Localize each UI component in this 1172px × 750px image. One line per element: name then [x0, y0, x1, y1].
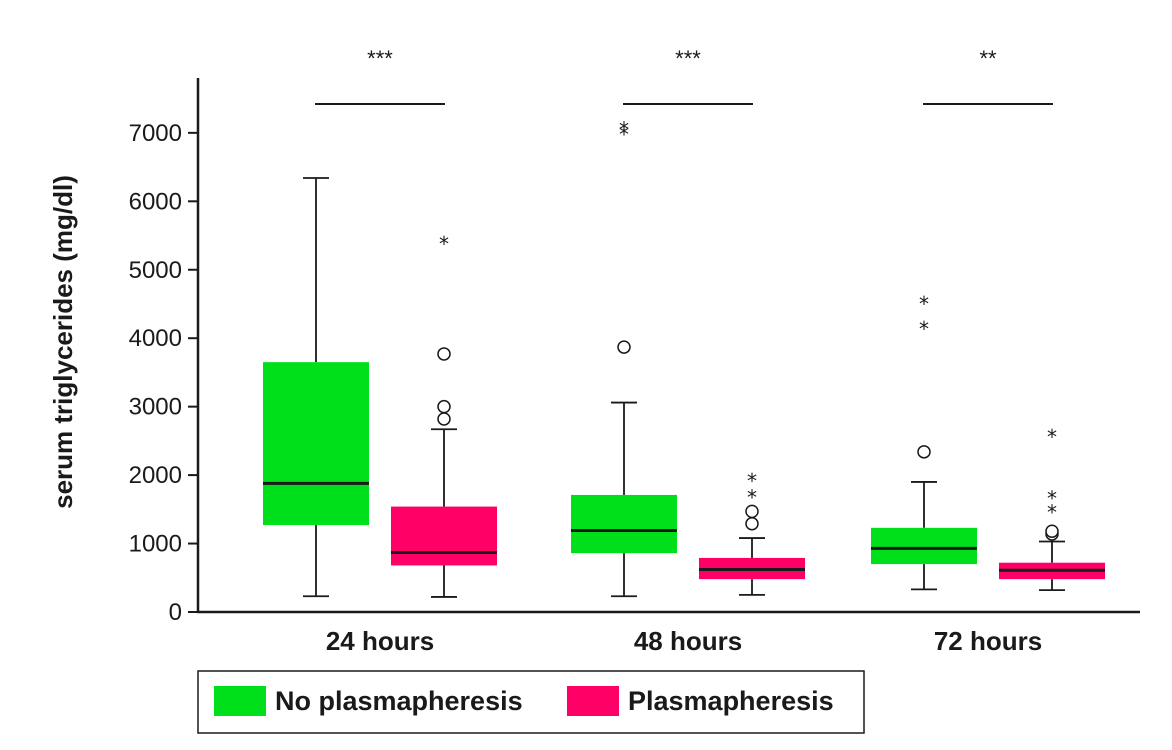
- extreme-point: *: [1047, 425, 1057, 449]
- legend-frame: [197, 670, 865, 734]
- extreme-point: *: [747, 469, 757, 493]
- box-body: [391, 506, 497, 566]
- outlier-point: [745, 516, 759, 531]
- y-tick-label: 4000: [129, 325, 182, 352]
- box-body: [571, 494, 677, 554]
- box-0-1: **: [571, 118, 677, 598]
- box-body: [871, 527, 977, 565]
- y-tick-label: 2000: [129, 462, 182, 489]
- significance-label: **: [979, 46, 997, 71]
- extreme-point: *: [919, 317, 929, 341]
- box-1-1: **: [699, 469, 805, 596]
- extreme-point: *: [619, 122, 629, 146]
- box-0-0: [263, 177, 369, 598]
- legend-swatch-no-plasmapheresis: [214, 686, 266, 716]
- outlier-point: [437, 347, 451, 361]
- extreme-point: *: [619, 118, 629, 142]
- y-tick-label: 3000: [129, 394, 182, 421]
- box-body: [263, 362, 369, 526]
- outlier-point: [1045, 524, 1059, 538]
- legend-label-plasmapheresis: Plasmapheresis: [628, 686, 834, 716]
- y-axis-title: serum triglycerides (mg/dl): [48, 175, 78, 509]
- extreme-point: *: [439, 232, 449, 256]
- x-category-label: 24 hours: [326, 626, 434, 656]
- axes: serum triglycerides (mg/dl) 0 1000 2000 300…: [48, 78, 1140, 656]
- outlier-point: [745, 504, 759, 519]
- outlier-point: [437, 399, 451, 414]
- significance-label: ***: [675, 46, 701, 71]
- significance-label: ***: [367, 46, 393, 71]
- outlier-point: [617, 340, 631, 354]
- x-category-label: 48 hours: [634, 626, 742, 656]
- plot-area: *** *** ************: [263, 46, 1105, 598]
- y-tick-label: 6000: [129, 188, 182, 215]
- extreme-point: *: [747, 485, 757, 509]
- outlier-point: [917, 445, 931, 459]
- box-1-0: *: [391, 232, 497, 598]
- y-tick-label: 5000: [129, 257, 182, 284]
- box-0-2: **: [871, 292, 977, 591]
- outlier-point: [437, 412, 451, 426]
- extreme-point: *: [919, 292, 929, 316]
- y-tick-label: 0: [169, 599, 182, 626]
- y-tick-label: 1000: [129, 531, 182, 558]
- legend: No plasmapheresis Plasmapheresis: [197, 670, 865, 734]
- extreme-point: *: [1047, 487, 1057, 511]
- legend-label-no-plasmapheresis: No plasmapheresis: [275, 686, 523, 716]
- legend-swatch-plasmapheresis: [567, 686, 619, 716]
- box-1-2: ***: [999, 425, 1105, 591]
- extreme-point: *: [1047, 500, 1057, 524]
- x-category-label: 72 hours: [934, 626, 1042, 656]
- y-tick-label: 7000: [129, 120, 182, 147]
